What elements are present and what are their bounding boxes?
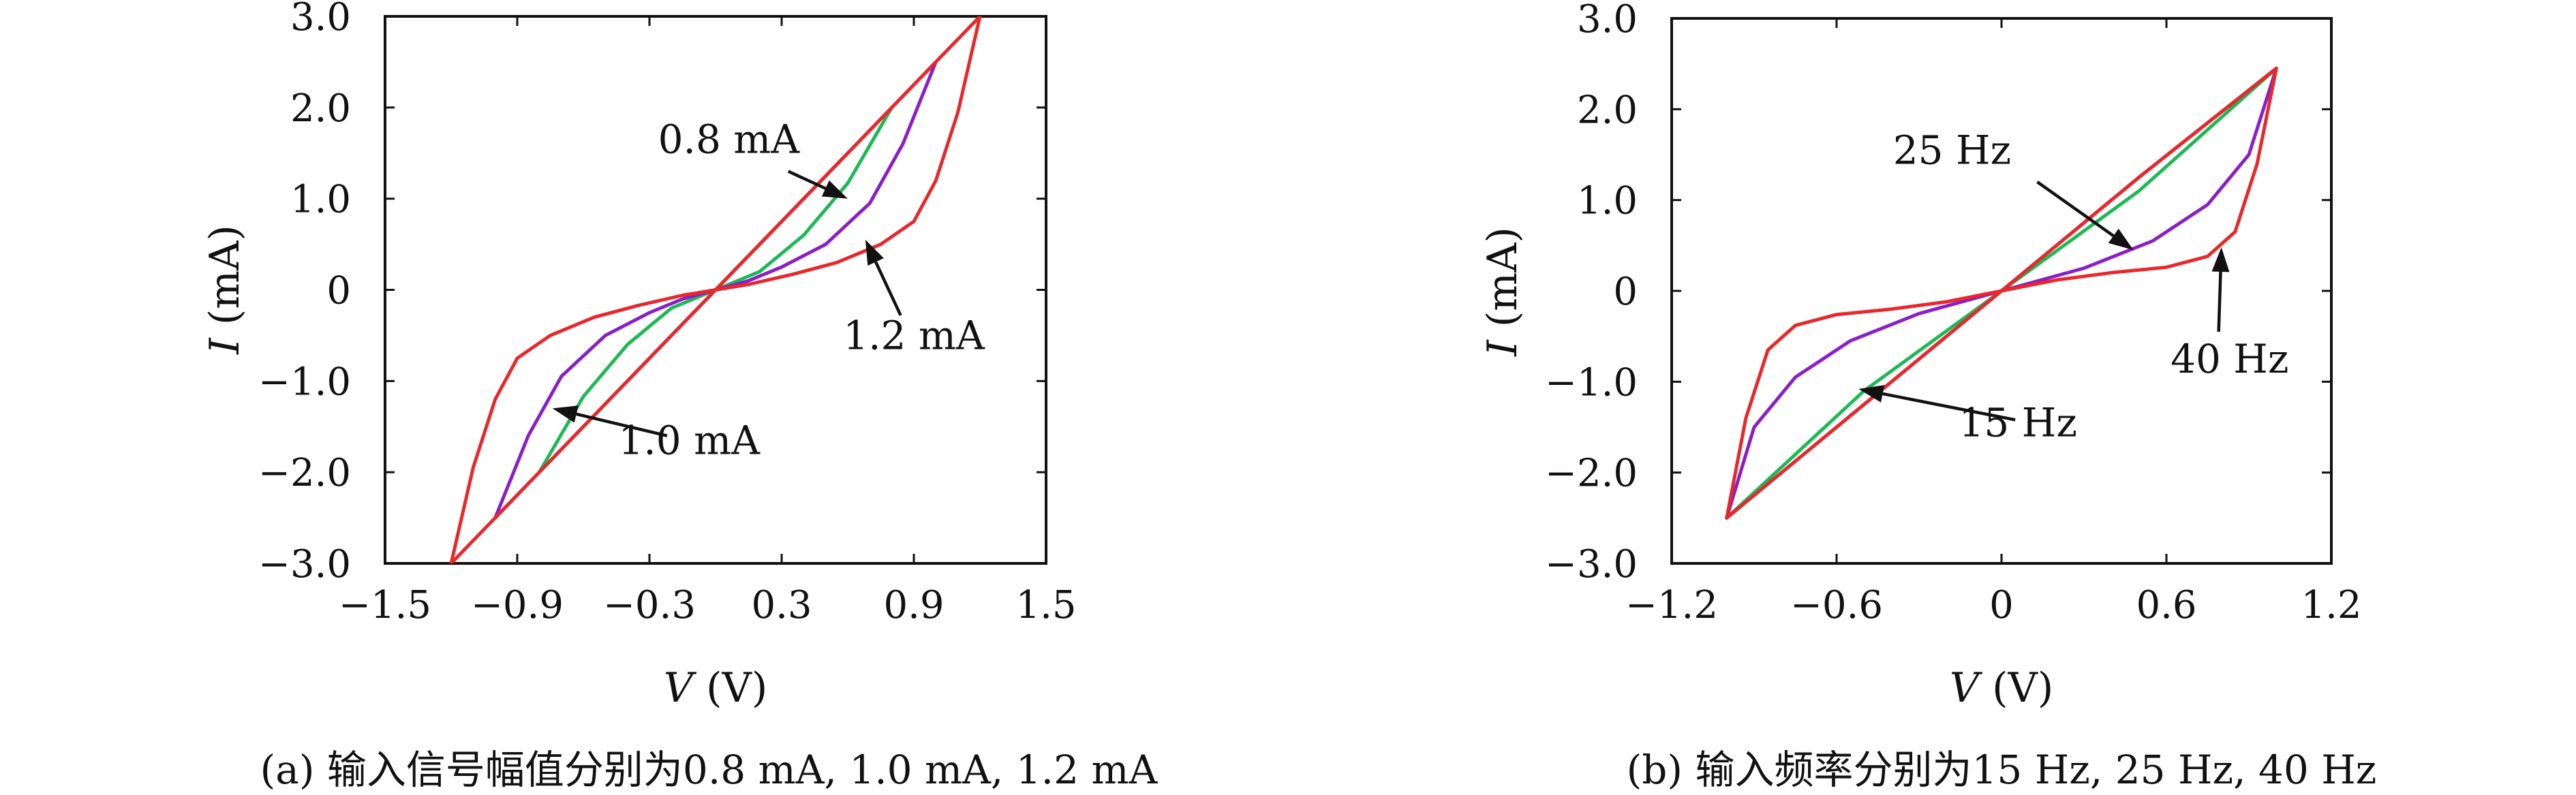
x-tick-label: −1.2: [1625, 583, 1718, 627]
annotation-arrow: [874, 261, 902, 316]
y-tick-label: 0: [326, 269, 351, 313]
caption-a: (a) 输入信号幅值分别为0.8 mA, 1.0 mA, 1.2 mA: [260, 747, 1159, 793]
x-tick-label: −0.3: [603, 583, 696, 627]
y-tick-label: 2.0: [1577, 88, 1638, 132]
annotation-label: 1.0 mA: [618, 417, 761, 463]
y-ticks-b: −3.0 −2.0 −1.0 0 1.0 2.0 3.0: [1545, 0, 2331, 587]
y-tick-label: 0: [1613, 270, 1638, 314]
y-tick-label: −1.0: [1545, 360, 1638, 405]
caption-b: (b) 输入频率分别为15 Hz, 25 Hz, 40 Hz: [1627, 747, 2377, 793]
annotation-arrowhead: [865, 239, 884, 266]
annotation-arrow: [576, 412, 668, 437]
annotations-a: 0.8 mA 1.2 mA 1.0 mA: [552, 116, 985, 463]
annotation-arrowhead: [2211, 247, 2230, 272]
series-group-b: [1725, 66, 2278, 520]
annotation-label: 0.8 mA: [658, 116, 801, 163]
y-ticks-a: −3.0 −2.0 −1.0 0 1.0 2.0 3.0: [258, 0, 1046, 587]
y-tick-label: 3.0: [1577, 0, 1638, 42]
x-ticks-b: −1.2 −0.6 0 0.6 1.2: [1625, 18, 2362, 627]
x-ticks-a: −1.5 −0.9 −0.3 0.3 0.9 1.5: [339, 16, 1077, 627]
annotation-label: 40 Hz: [2171, 336, 2288, 382]
x-tick-label: 1.2: [2301, 583, 2361, 627]
chart-panel-b: −1.2 −0.6 0 0.6 1.2 −3.0 −2.0 −1.0 0 1.0 2.0 3.0 2…: [1479, 0, 2376, 793]
annotation-arrowhead: [552, 405, 579, 423]
x-axis-label-a: V (V): [664, 664, 768, 712]
annotation-label: 15 Hz: [1959, 399, 2077, 446]
x-tick-label: −1.5: [339, 583, 431, 627]
y-axis-label-b: I (mA): [1479, 227, 1527, 357]
series-line: [1725, 66, 2278, 520]
y-tick-label: −2.0: [258, 451, 351, 495]
y-tick-label: 3.0: [290, 0, 351, 40]
x-tick-label: −0.9: [471, 583, 564, 627]
y-tick-label: 2.0: [290, 87, 351, 131]
x-tick-label: 0.3: [751, 583, 812, 627]
annotation-arrow: [787, 170, 827, 190]
annotation-arrowhead: [1858, 385, 1885, 403]
annotations-b: 25 Hz 40 Hz 15 Hz: [1858, 127, 2288, 446]
y-tick-label: −3.0: [1545, 542, 1638, 587]
x-tick-label: 1.5: [1015, 583, 1076, 627]
series-group-a: [449, 16, 982, 563]
annotation-arrow: [2036, 181, 2115, 238]
series-line: [449, 16, 982, 563]
y-tick-label: 1.0: [1577, 179, 1638, 223]
y-tick-label: −2.0: [1545, 452, 1638, 496]
x-axis-label-b: V (V): [1950, 664, 2054, 712]
x-tick-label: −0.6: [1790, 583, 1883, 627]
annotation-label: 25 Hz: [1893, 127, 2011, 173]
chart-panel-a: −1.5 −0.9 −0.3 0.3 0.9 1.5 −3.0 −2.0 −1.0 0 1.0 2.…: [201, 0, 1158, 793]
y-axis-label-a: I (mA): [201, 225, 249, 355]
y-tick-label: −3.0: [258, 542, 351, 587]
annotation-arrow: [1882, 392, 2016, 422]
annotation-label: 1.2 mA: [843, 312, 985, 358]
y-tick-label: −1.0: [258, 360, 351, 404]
annotation-arrowhead: [821, 180, 848, 199]
x-tick-label: 0.6: [2136, 583, 2196, 627]
annotation-arrowhead: [2108, 228, 2134, 250]
x-tick-label: 0: [1989, 583, 2014, 627]
x-tick-label: 0.9: [883, 583, 944, 627]
y-tick-label: 1.0: [290, 178, 351, 222]
annotation-arrow: [2217, 271, 2222, 332]
